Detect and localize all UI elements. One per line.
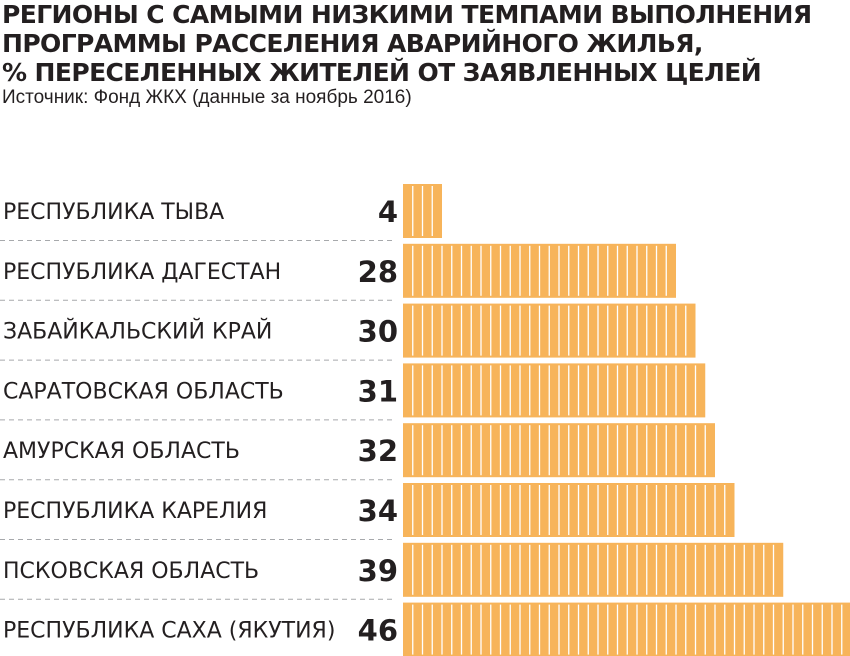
bar-row: РЕСПУБЛИКА ДАГЕСТАН 28 [0, 243, 676, 301]
category-label: ПСКОВСКАЯ ОБЛАСТЬ [3, 559, 259, 584]
category-label: АМУРСКАЯ ОБЛАСТЬ [3, 439, 240, 464]
category-label: РЕСПУБЛИКА КАРЕЛИЯ [3, 499, 267, 524]
bar [403, 542, 784, 597]
value-label: 46 [358, 614, 398, 648]
value-label: 32 [358, 434, 398, 468]
chart-source: Источник: Фонд ЖКХ (данные за ноябрь 201… [2, 87, 412, 108]
chart-title: РЕГИОНЫ С САМЫМИ НИЗКИМИ ТЕМПАМИ ВЫПОЛНЕ… [2, 0, 848, 87]
bar-row: РЕСПУБЛИКА ТЫВА 4 [0, 184, 442, 241]
chart-title-line-1: РЕГИОНЫ С САМЫМИ НИЗКИМИ ТЕМПАМИ ВЫПОЛНЕ… [2, 0, 812, 29]
chart-title-line-2: ПРОГРАММЫ РАССЕЛЕНИЯ АВАРИЙНОГО ЖИЛЬЯ, [2, 29, 703, 58]
bar [403, 363, 706, 418]
category-label: РЕСПУБЛИКА ДАГЕСТАН [3, 260, 281, 285]
value-label: 34 [358, 494, 398, 528]
category-label: РЕСПУБЛИКА ТЫВА [3, 200, 224, 225]
value-label: 31 [358, 374, 398, 408]
bar-row: ЗАБАЙКАЛЬСКИЙ КРАЙ 30 [0, 303, 696, 361]
category-label: САРАТОВСКАЯ ОБЛАСТЬ [3, 379, 284, 404]
value-label: 28 [358, 255, 398, 289]
value-label: 4 [378, 195, 398, 229]
bar-row: САРАТОВСКАЯ ОБЛАСТЬ 31 [0, 363, 706, 421]
bar-row: РЕСПУБЛИКА КАРЕЛИЯ 34 [0, 483, 735, 540]
chart-title-line-3: % ПЕРЕСЕЛЕННЫХ ЖИТЕЛЕЙ ОТ ЗАЯВЛЕННЫХ ЦЕЛ… [2, 58, 762, 87]
bar-row: АМУРСКАЯ ОБЛАСТЬ 32 [0, 423, 715, 481]
category-label: РЕСПУБЛИКА САХА (ЯКУТИЯ) [3, 619, 335, 644]
category-label: ЗАБАЙКАЛЬСКИЙ КРАЙ [3, 319, 272, 345]
value-label: 30 [358, 315, 398, 349]
bar-row: РЕСПУБЛИКА САХА (ЯКУТИЯ) 46 [3, 602, 850, 656]
bar-row: ПСКОВСКАЯ ОБЛАСТЬ 39 [0, 542, 784, 600]
value-label: 39 [358, 554, 398, 588]
bar [403, 602, 850, 656]
